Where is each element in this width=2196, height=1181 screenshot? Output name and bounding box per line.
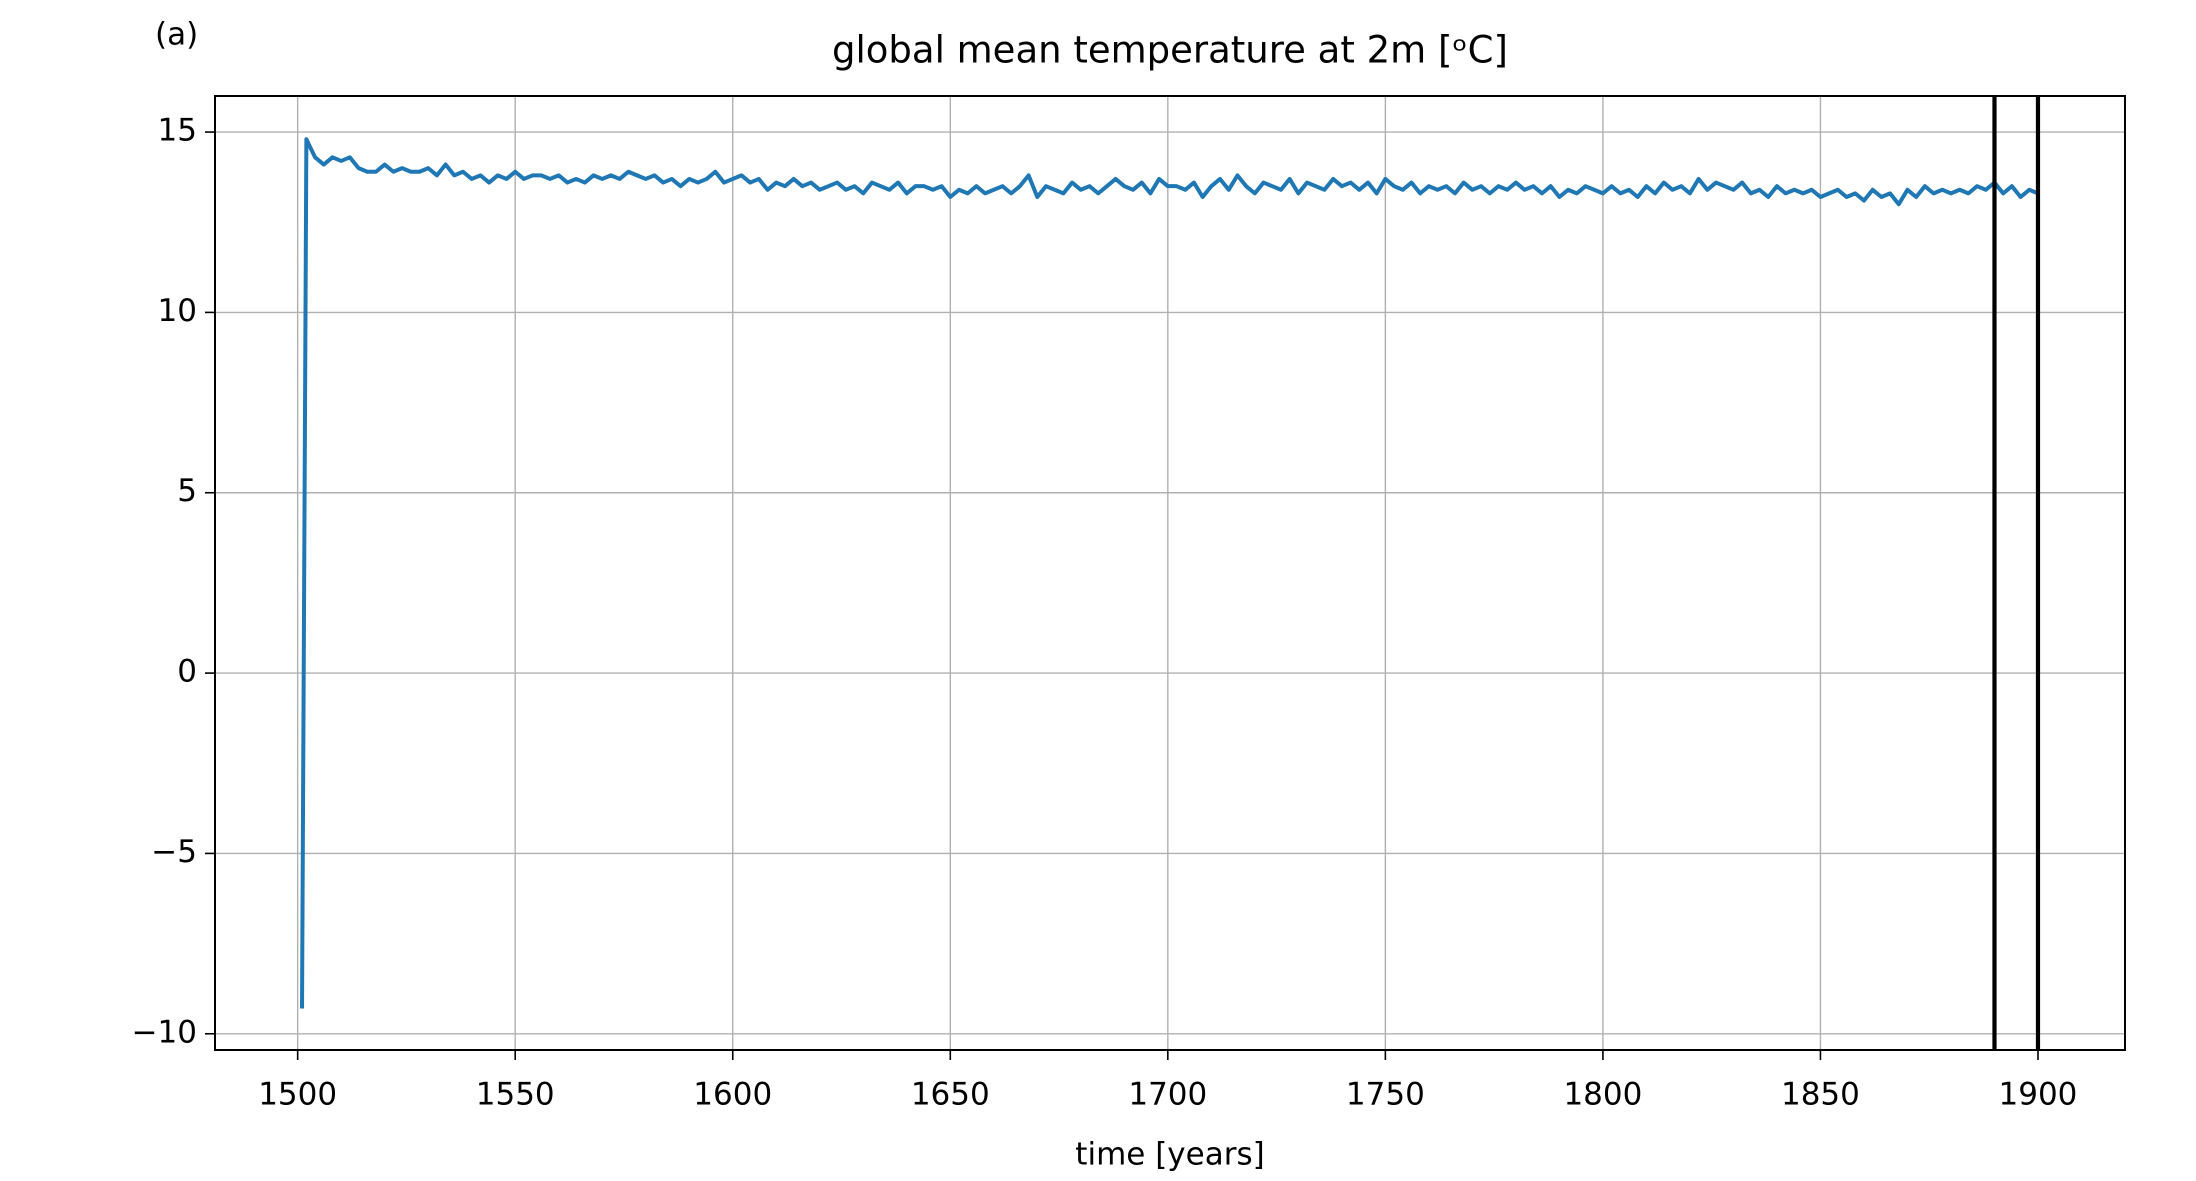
panel-label: (a) <box>155 17 198 53</box>
y-tick-label: 5 <box>177 473 197 509</box>
y-tick-label: −10 <box>132 1014 197 1050</box>
x-tick-label: 1850 <box>1781 1077 1860 1113</box>
y-tick-label: 0 <box>177 654 197 690</box>
x-tick-label: 1500 <box>258 1077 337 1113</box>
y-tick-label: 15 <box>158 113 197 149</box>
x-axis-label: time [years] <box>1075 1137 1264 1173</box>
data-line <box>300 137 2039 1009</box>
x-tick-label: 1550 <box>476 1077 555 1113</box>
x-tick-label: 1750 <box>1346 1077 1425 1113</box>
y-tick-label: 10 <box>158 293 197 329</box>
y-tick-label: −5 <box>151 834 197 870</box>
x-tick-label: 1700 <box>1128 1077 1207 1113</box>
chart-title: global mean temperature at 2m [ᵒC] <box>832 29 1508 72</box>
x-tick-label: 1650 <box>911 1077 990 1113</box>
x-tick-label: 1600 <box>693 1077 772 1113</box>
axes-frame <box>214 95 2126 1051</box>
x-tick-label: 1900 <box>1999 1077 2078 1113</box>
x-tick-label: 1800 <box>1563 1077 1642 1113</box>
